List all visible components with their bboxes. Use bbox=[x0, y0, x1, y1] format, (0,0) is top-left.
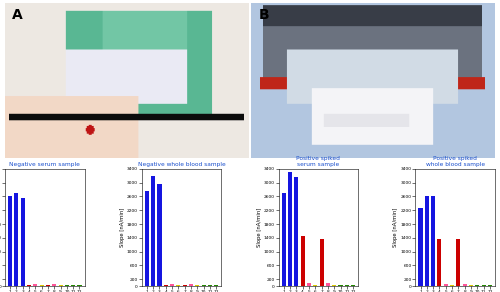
Bar bbox=[332, 285, 336, 286]
Bar bbox=[462, 284, 466, 286]
Y-axis label: Slope [nA/min]: Slope [nA/min] bbox=[256, 208, 262, 247]
Title: Positive spiked
whole blood sample: Positive spiked whole blood sample bbox=[426, 156, 485, 167]
Bar bbox=[164, 285, 168, 286]
Bar bbox=[338, 285, 342, 286]
Bar bbox=[52, 284, 56, 286]
Title: Positive spiked
serum sample: Positive spiked serum sample bbox=[296, 156, 341, 167]
Bar bbox=[170, 284, 174, 286]
Text: A: A bbox=[12, 8, 23, 22]
Y-axis label: Slope [nA/min]: Slope [nA/min] bbox=[120, 208, 125, 247]
Bar bbox=[40, 285, 44, 286]
Bar bbox=[65, 285, 69, 286]
Bar bbox=[208, 285, 212, 286]
Bar bbox=[326, 284, 330, 286]
Bar bbox=[482, 285, 486, 286]
Bar bbox=[145, 191, 149, 286]
Title: Negative whole blood sample: Negative whole blood sample bbox=[138, 162, 226, 167]
Bar bbox=[320, 239, 324, 286]
Bar bbox=[182, 285, 187, 286]
Bar bbox=[282, 193, 286, 286]
Bar bbox=[46, 285, 50, 286]
Bar bbox=[176, 285, 180, 286]
Bar bbox=[300, 236, 304, 286]
Bar bbox=[307, 284, 311, 286]
Bar bbox=[488, 285, 492, 286]
Bar bbox=[418, 208, 422, 286]
Bar bbox=[8, 196, 12, 286]
Bar bbox=[345, 285, 349, 286]
Bar bbox=[71, 285, 75, 286]
Bar bbox=[351, 285, 355, 286]
Bar bbox=[214, 285, 218, 286]
Bar bbox=[438, 239, 442, 286]
Bar bbox=[196, 285, 200, 286]
Title: Negative serum sample: Negative serum sample bbox=[10, 162, 80, 167]
Bar bbox=[476, 285, 480, 286]
Bar bbox=[288, 172, 292, 286]
Bar bbox=[444, 284, 448, 286]
Bar bbox=[425, 197, 429, 286]
Bar bbox=[20, 198, 24, 286]
Text: B: B bbox=[258, 8, 269, 22]
Bar bbox=[158, 184, 162, 286]
Bar bbox=[313, 285, 318, 286]
Bar bbox=[456, 239, 460, 286]
Y-axis label: Slope [nA/min]: Slope [nA/min] bbox=[394, 208, 398, 247]
Bar bbox=[431, 197, 435, 286]
Bar bbox=[78, 285, 82, 286]
Bar bbox=[469, 285, 473, 286]
Bar bbox=[151, 176, 155, 286]
Bar bbox=[450, 285, 454, 286]
Bar bbox=[202, 285, 205, 286]
Bar bbox=[34, 284, 38, 286]
Bar bbox=[294, 178, 298, 286]
Bar bbox=[189, 284, 193, 286]
Bar bbox=[27, 285, 31, 286]
Bar bbox=[14, 193, 18, 286]
Bar bbox=[58, 285, 62, 286]
